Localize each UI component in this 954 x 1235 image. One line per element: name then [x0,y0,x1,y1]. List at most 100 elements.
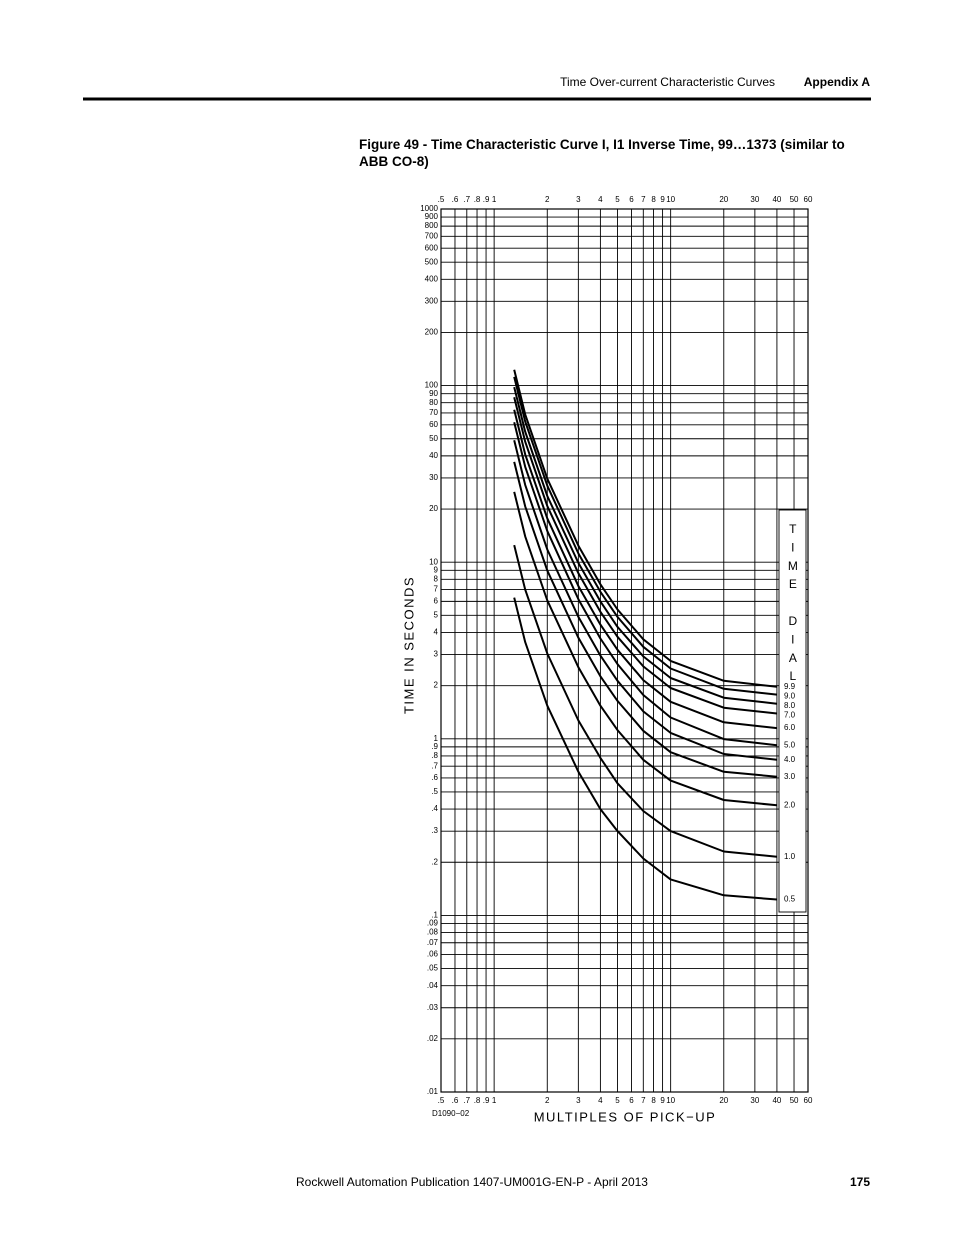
x-tick-label: 1 [492,1096,497,1105]
header-appendix: Appendix A [804,75,871,89]
x-tick-label: 3 [576,195,581,204]
x-tick-label: 10 [666,195,675,204]
y-tick-label: 80 [429,398,438,407]
y-tick-label: 40 [429,451,438,460]
x-tick-label: 6 [629,195,634,204]
x-tick-label: 4 [598,1096,603,1105]
curve [513,597,777,901]
y-tick-label: 70 [429,408,438,417]
x-tick-label: .7 [463,195,470,204]
legend-title: TIME DIAL [786,522,800,688]
y-tick-label: 800 [425,221,439,230]
curve [513,409,778,730]
y-tick-label: 20 [429,504,438,513]
figure-caption: Figure 49 - Time Characteristic Curve I,… [359,137,845,169]
x-tick-label: 1 [492,195,497,204]
y-tick-label: .9 [431,742,438,751]
curve [513,376,778,696]
x-tick-label: 20 [719,1096,728,1105]
y-tick-label: .5 [431,787,438,796]
x-tick-label: .9 [483,1096,490,1105]
x-tick-label: .9 [483,195,490,204]
y-tick-label: 7 [434,585,439,594]
y-tick-label: .03 [427,1003,439,1012]
legend-label: 0.5 [784,895,796,904]
x-tick-label: 2 [545,1096,550,1105]
y-tick-label: 100 [425,381,439,390]
y-tick-label: 50 [429,434,438,443]
caption-box: Figure 49 - Time Characteristic Curve I,… [359,137,845,169]
x-tick-label: 9 [660,195,665,204]
y-tick-label: .2 [431,857,438,866]
x-tick-label: 2 [545,195,550,204]
y-tick-label: .01 [427,1087,439,1096]
x-tick-label: 5 [615,195,620,204]
x-tick-label: 60 [804,195,813,204]
legend-label: 3.0 [784,772,796,781]
plot: .5.5.6.6.7.7.8.8.9.911223344556677889910… [420,195,813,1105]
x-tick-label: 9 [660,1096,665,1105]
curve [513,369,778,688]
footer-page: 175 [850,1175,870,1189]
legend-label: 9.9 [784,682,796,691]
y-tick-label: .08 [427,928,439,937]
y-tick-label: 200 [425,328,439,337]
x-tick-label: 10 [666,1096,675,1105]
y-tick-label: .1 [431,911,438,920]
x-tick-label: .6 [452,1096,459,1105]
y-tick-label: 700 [425,231,439,240]
x-tick-label: 6 [629,1096,634,1105]
curve [513,491,777,807]
curve [513,440,778,761]
y-tick-label: 500 [425,257,439,266]
y-tick-label: 8 [434,574,439,583]
x-tick-label: 8 [651,195,656,204]
curve [513,386,778,705]
y-tick-label: .6 [431,773,438,782]
legend-label: 5.0 [784,740,796,749]
y-tick-label: 1000 [420,204,438,213]
y-tick-label: 6 [434,596,439,605]
legend-label: 9.0 [784,691,796,700]
y-tick-label: 9 [434,565,439,574]
y-tick-label: 600 [425,243,439,252]
x-tick-label: 40 [772,1096,781,1105]
legend-label: 7.0 [784,710,796,719]
y-tick-label: .05 [427,964,439,973]
x-tick-label: 8 [651,1096,656,1105]
x-tick-label: 7 [641,195,646,204]
y-tick-label: 90 [429,389,438,398]
x-tick-label: .5 [438,195,445,204]
y-tick-label: 900 [425,212,439,221]
y-tick-label: .06 [427,950,439,959]
footer-publication: Rockwell Automation Publication 1407-UM0… [296,1175,648,1189]
x-tick-label: .8 [474,1096,481,1105]
curve [513,461,777,778]
y-tick-label: 30 [429,473,438,482]
y-tick-label: .8 [431,751,438,760]
y-tick-label: 60 [429,420,438,429]
header-section: Time Over-current Characteristic Curves [560,75,775,89]
y-tick-label: 3 [434,650,439,659]
y-tick-label: .02 [427,1034,439,1043]
legend-label: 4.0 [784,755,796,764]
x-tick-label: 50 [790,195,799,204]
y-tick-label: .7 [431,761,438,770]
x-tick-label: .5 [438,1096,445,1105]
legend-label: 1.0 [784,852,796,861]
x-tick-label: 20 [719,195,728,204]
y-axis-title: TIME IN SECONDS [401,576,416,714]
y-tick-label: 1 [434,734,439,743]
x-tick-label: 4 [598,195,603,204]
x-tick-label: 30 [750,1096,759,1105]
legend-label: 8.0 [784,701,796,710]
y-tick-label: .09 [427,919,439,928]
legend-box [778,509,807,913]
x-tick-label: 5 [615,1096,620,1105]
y-tick-label: 2 [434,681,439,690]
x-tick-label: .8 [474,195,481,204]
legend-label: 2.0 [784,800,796,809]
y-tick-label: 400 [425,274,439,283]
curve [513,396,778,715]
